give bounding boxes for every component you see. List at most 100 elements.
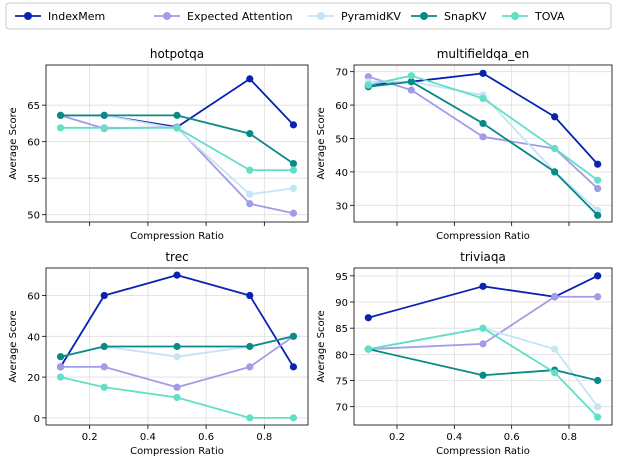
y-tick-label: 60 (27, 292, 40, 303)
y-tick-label: 70 (335, 68, 348, 79)
axes-frame (353, 64, 613, 223)
y-tick-label: 70 (335, 403, 348, 414)
legend-item-snapkv: SnapKV (411, 10, 487, 23)
legend-marker-pyramidkv (317, 12, 325, 20)
legend-label-expected-attention: Expected Attention (187, 10, 293, 23)
legend-marker-tova (511, 12, 519, 20)
axes-frame (45, 267, 309, 426)
subplot-hotpotqa: 50556065IndexMem: 63.6IndexMem: 63.6Inde… (8, 47, 309, 242)
data-point-expected-attention: Expected Attention: 91 (594, 293, 602, 301)
data-point-tova: TOVA: 10 (173, 393, 181, 402)
y-tick-label: 30 (335, 201, 348, 212)
series-tova: TOVA: 61.9 TOVA: 61.9 TOVA: 61.9 TOVA: 56.1… (56, 124, 298, 174)
data-point-expected-attention: Expected Attention: 50.2 (289, 209, 298, 217)
data-point-snapkv: SnapKV: 57 (289, 159, 298, 168)
legend-label-pyramidkv: PyramidKV (341, 10, 401, 23)
data-point-tova: TOVA: 0 (246, 414, 254, 422)
y-tick-label: 75 (335, 377, 348, 388)
data-point-pyramidkv: PyramidKV: 81 (551, 345, 559, 353)
subplot-multifieldqa-en: 3040506070IndexMem: 66IndexMem: 67IndexM… (316, 47, 613, 242)
data-point-tova: TOVA: 68 (594, 413, 602, 421)
data-point-tova: TOVA: 81 (364, 345, 372, 353)
legend-item-tova: TOVA (502, 10, 565, 23)
data-point-tova: TOVA: 37.5 (594, 176, 602, 184)
data-point-snapkv: SnapKV: 67 (407, 78, 415, 86)
x-axis-label: Compression Ratio (130, 446, 224, 457)
y-tick-label: 40 (27, 332, 40, 343)
subplot-title: hotpotqa (150, 47, 204, 61)
data-point-pyramidkv: PyramidKV: 52.8 (246, 190, 254, 198)
data-point-expected-attention: Expected Attention: 35 (594, 184, 602, 193)
plot-area (354, 65, 612, 222)
y-tick-label: 65 (27, 101, 40, 112)
data-point-snapkv: SnapKV: 35 (100, 342, 108, 351)
y-axis-label: Average Score (8, 310, 19, 382)
legend-marker-indexmem (24, 12, 32, 20)
data-point-snapkv: SnapKV: 76 (479, 371, 487, 379)
data-point-pyramidkv: PyramidKV: 28.5 (594, 206, 602, 214)
y-axis-label: Average Score (316, 107, 327, 179)
x-tick-label: 0.2 (389, 432, 405, 443)
data-point-tova: TOVA: 66 (364, 81, 372, 89)
data-point-tova: TOVA: 85 (479, 324, 487, 332)
x-tick-label: 0.8 (256, 432, 272, 443)
y-axis-label: Average Score (8, 107, 19, 179)
y-tick-label: 20 (27, 373, 40, 384)
data-point-snapkv: SnapKV: 27 (594, 211, 602, 219)
data-point-tova: TOVA: 68.8 (407, 72, 415, 80)
data-point-indexmem: IndexMem: 69.5 (479, 69, 487, 77)
x-tick-label: 0.4 (140, 432, 156, 443)
data-point-tova: TOVA: 61.9 (173, 124, 181, 132)
data-point-tova: TOVA: 56.1 (246, 166, 254, 174)
data-point-indexmem: IndexMem: 56.5 (551, 113, 559, 121)
y-tick-label: 95 (335, 272, 348, 283)
data-point-expected-attention: Expected Attention: 25 (100, 363, 108, 371)
axes-frame (353, 267, 613, 426)
series-snapkv: SnapKV: 30 SnapKV: 35 SnapKV: 35 SnapKV: 35… (56, 332, 298, 361)
x-axis-label: Compression Ratio (436, 231, 530, 242)
legend-label-snapkv: SnapKV (444, 10, 487, 23)
y-tick-label: 50 (335, 134, 348, 145)
legend-item-indexmem: IndexMem (15, 10, 105, 23)
data-point-pyramidkv: PyramidKV: 53.6 (289, 184, 298, 193)
data-point-expected-attention: Expected Attention: 25 (56, 363, 65, 371)
data-point-snapkv: SnapKV: 30 (56, 353, 65, 361)
series-line-indexmem (368, 275, 599, 319)
legend: IndexMem Expected Attention PyramidKV Sn… (5, 2, 612, 30)
data-point-expected-attention: Expected Attention: 68.5 (364, 73, 372, 81)
x-tick-label: 0.8 (561, 432, 577, 443)
subplot-trec: 0.2 0.4 0.6 0.8 0 20 40 60 IndexMem: 25 IndexMem:… (8, 250, 309, 457)
data-point-expected-attention: Expected Attention: 91 (551, 293, 559, 301)
y-tick-label: 60 (27, 138, 40, 149)
data-point-indexmem: IndexMem: 60 (246, 291, 254, 300)
series-tova: TOVA: 81 TOVA: 85 TOVA: 76.5 TOVA: 68 (364, 324, 602, 421)
x-tick-label: 0.4 (446, 432, 462, 443)
x-tick-label: 0.6 (504, 432, 520, 443)
series-tova: TOVA: 20 TOVA: 15 TOVA: 10 TOVA: 0 TOVA: 0 (56, 373, 298, 422)
y-tick-label: 90 (335, 298, 348, 309)
y-tick-label: 0 (34, 414, 40, 425)
series-line-expected-attention (368, 295, 598, 351)
data-point-snapkv: SnapKV: 63.6 (56, 111, 65, 119)
legend-item-pyramidkv: PyramidKV (308, 10, 401, 23)
data-point-indexmem: IndexMem: 60 (100, 291, 108, 300)
x-axis-label: Compression Ratio (436, 446, 530, 457)
series-snapkv: SnapKV: 65.5SnapKV: 67SnapKV: 54.5SnapKV… (364, 78, 602, 219)
y-tick-label: 60 (335, 101, 348, 112)
axes-frame (45, 64, 309, 223)
x-tick-label: 0.6 (198, 432, 214, 443)
data-point-indexmem: IndexMem: 95 (594, 272, 602, 280)
data-point-indexmem: IndexMem: 93 (479, 282, 487, 290)
series-line-tova (368, 327, 599, 418)
data-point-indexmem: IndexMem: 62.3 (289, 121, 298, 129)
data-point-snapkv: SnapKV: 54.5 (479, 119, 487, 128)
x-axis-label: Compression Ratio (130, 231, 224, 242)
data-point-expected-attention: Expected Attention: 51.5 (246, 200, 254, 208)
y-tick-label: 80 (335, 350, 348, 361)
data-point-expected-attention: Expected Attention: 25 (246, 363, 254, 371)
data-point-tova: TOVA: 61.9 (56, 124, 65, 132)
data-point-tova: TOVA: 0 (289, 414, 298, 422)
data-point-snapkv: SnapKV: 63.6 (100, 111, 108, 119)
data-point-tova: TOVA: 20 (56, 373, 65, 381)
